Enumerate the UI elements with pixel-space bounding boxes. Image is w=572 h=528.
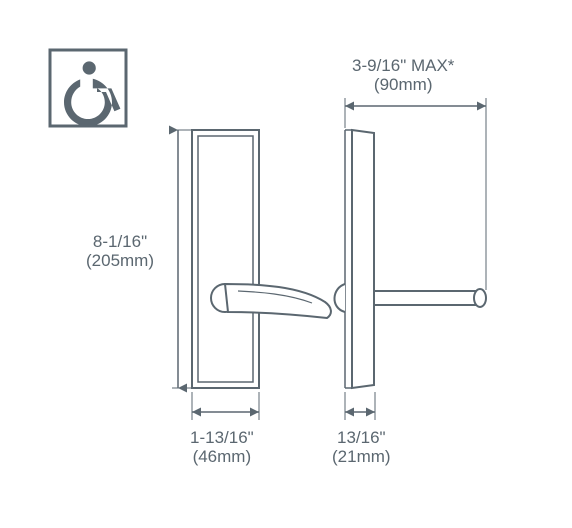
label-side-width-metric: (21mm) [332, 447, 391, 466]
side-plate [334, 130, 374, 388]
ada-icon [50, 50, 126, 126]
label-height: 8-1/16" (205mm) [86, 232, 154, 270]
label-width-imperial: 1-13/16" [190, 428, 254, 447]
label-side-width-imperial: 13/16" [332, 428, 391, 447]
dim-height [172, 130, 192, 388]
dim-width [192, 392, 259, 420]
label-side-width: 13/16" (21mm) [332, 428, 391, 466]
dim-side-width [345, 392, 375, 420]
front-lever [211, 284, 331, 318]
label-width-metric: (46mm) [190, 447, 254, 466]
label-projection-imperial: 3-9/16" MAX* [352, 56, 454, 75]
label-projection-metric: (90mm) [352, 75, 454, 94]
label-height-metric: (205mm) [86, 251, 154, 270]
technical-drawing: 8-1/16" (205mm) 1-13/16" (46mm) 13/16" (… [0, 0, 572, 528]
front-plate [192, 130, 259, 388]
spindle [374, 289, 486, 307]
label-height-imperial: 8-1/16" [86, 232, 154, 251]
label-projection: 3-9/16" MAX* (90mm) [352, 56, 454, 94]
label-width: 1-13/16" (46mm) [190, 428, 254, 466]
